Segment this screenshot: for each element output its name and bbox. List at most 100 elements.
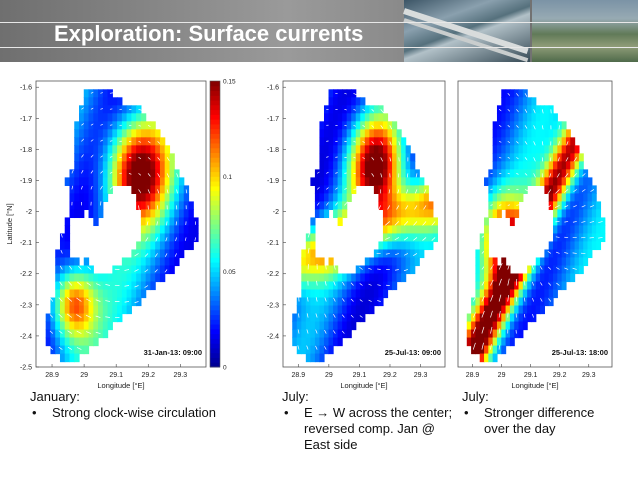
speed-cell: [479, 313, 485, 323]
colorbar-segment: [210, 157, 220, 163]
speed-cell: [337, 273, 343, 283]
speed-cell: [140, 113, 147, 122]
speed-cell: [305, 321, 311, 331]
speed-cell: [74, 153, 80, 162]
speed-cell: [484, 353, 489, 363]
speed-cell: [55, 265, 61, 275]
speed-cell: [83, 201, 90, 211]
speed-cell: [136, 161, 142, 170]
speed-cell: [492, 289, 498, 299]
speed-cell: [548, 129, 554, 138]
speed-cell: [79, 161, 85, 170]
speed-cell: [79, 105, 85, 114]
speed-cell: [414, 217, 420, 227]
colorbar-segment: [210, 300, 220, 306]
speed-cell: [591, 209, 597, 219]
current-vector: [540, 298, 543, 302]
speed-cell: [496, 289, 502, 299]
map-panel-january: 28.9 29 29.1 29.2 29.3 -1.6 -1.7 -1.8 -1.9 -2 -2.1…: [5, 73, 246, 393]
current-vector: [144, 269, 149, 273]
colorbar-segment: [210, 147, 220, 153]
speed-cell: [488, 329, 494, 339]
current-vector: [481, 310, 485, 318]
speed-cell: [360, 305, 366, 315]
speed-cell: [319, 337, 325, 347]
speed-cell: [522, 281, 528, 291]
speed-cell: [387, 233, 393, 243]
speed-cell: [328, 153, 334, 162]
speed-cell: [565, 265, 571, 275]
speed-cell: [102, 161, 109, 170]
speed-cell: [475, 313, 481, 323]
speed-cell: [107, 97, 113, 106]
current-vector: [573, 173, 577, 178]
current-vector: [385, 221, 390, 226]
speed-cell: [531, 289, 537, 299]
speed-cell: [159, 185, 166, 194]
current-vector: [531, 265, 534, 270]
speed-cell: [378, 145, 384, 154]
speed-cell: [319, 209, 325, 219]
speed-cell: [69, 329, 75, 339]
speed-cell: [355, 281, 361, 291]
x-tick-label: 29.3: [582, 372, 596, 379]
speed-cell: [544, 169, 550, 178]
speed-cell: [578, 169, 584, 178]
speed-cell: [414, 233, 420, 243]
speed-cell: [174, 225, 180, 235]
speed-cell: [83, 145, 90, 154]
speed-cell: [518, 289, 524, 299]
speed-cell: [475, 289, 481, 299]
current-vector: [598, 221, 603, 223]
speed-cell: [565, 273, 571, 283]
speed-cell: [531, 161, 537, 170]
speed-cell: [587, 209, 593, 219]
speed-cell: [88, 313, 94, 323]
speed-cell: [155, 257, 161, 267]
speed-cell: [392, 177, 398, 186]
speed-cell: [570, 161, 576, 170]
current-vector: [498, 328, 501, 334]
speed-cell: [93, 329, 99, 339]
speed-cell: [514, 321, 520, 331]
speed-cell: [382, 273, 389, 283]
speed-cell: [387, 257, 393, 267]
current-vector: [315, 297, 318, 302]
speed-cell: [373, 105, 380, 114]
speed-cell: [98, 201, 104, 211]
speed-cell: [475, 329, 481, 339]
speed-cell: [178, 225, 185, 235]
current-vector: [472, 297, 476, 302]
speed-cell: [509, 305, 515, 315]
speed-cell: [492, 177, 498, 186]
speed-cell: [360, 161, 366, 170]
speed-cell: [342, 185, 348, 194]
speed-cell: [150, 169, 156, 178]
y-tick-label: -1.7: [20, 116, 32, 123]
speed-cell: [314, 193, 321, 203]
speed-cell: [496, 321, 502, 331]
speed-cell: [401, 265, 407, 275]
speed-cell: [79, 177, 85, 186]
speed-cell: [392, 209, 398, 219]
speed-cell: [50, 313, 56, 323]
speed-cell: [328, 289, 334, 299]
current-vector: [164, 253, 168, 257]
speed-cell: [505, 145, 511, 154]
speed-cell: [574, 153, 580, 162]
speed-cell: [131, 145, 137, 154]
speed-cell: [492, 329, 498, 339]
speed-cell: [83, 297, 90, 307]
speed-cell: [79, 305, 85, 315]
speed-cell: [112, 105, 118, 114]
speed-cell: [346, 113, 352, 122]
speed-cell: [69, 257, 75, 267]
speed-cell: [342, 177, 348, 186]
speed-cell: [509, 137, 515, 146]
speed-cell: [328, 265, 334, 275]
speed-cell: [93, 201, 99, 211]
current-vector: [154, 269, 158, 273]
speed-cell: [382, 129, 389, 138]
caption-bullet: Stronger difference over the day: [462, 405, 612, 437]
current-vector: [61, 233, 63, 238]
